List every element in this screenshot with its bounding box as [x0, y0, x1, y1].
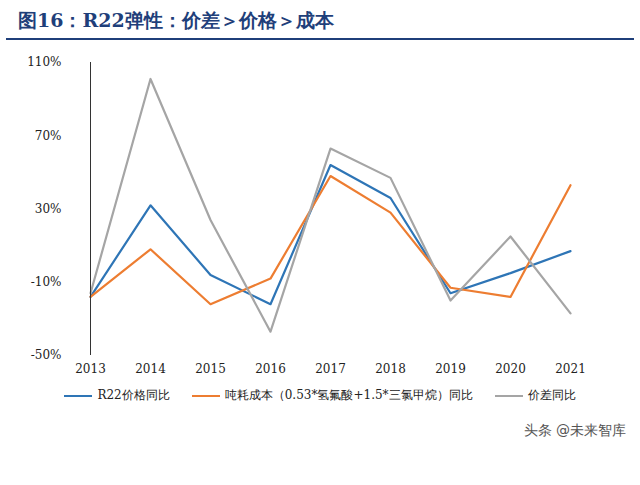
svg-text:-10%: -10%	[31, 275, 62, 289]
svg-text:2013: 2013	[75, 362, 106, 376]
svg-text:2019: 2019	[435, 362, 466, 376]
html-text:价差同比: 价差同比	[527, 388, 576, 402]
svg-text:-50%: -50%	[31, 348, 62, 362]
svg-text:2016: 2016	[255, 362, 286, 376]
svg-text:30%: 30%	[35, 202, 62, 216]
html-text:头条 @未来智库: 头条 @未来智库	[523, 422, 626, 438]
svg-text:2014: 2014	[135, 362, 166, 376]
svg-text:2021: 2021	[555, 362, 586, 376]
html-text:吨耗成本（0.53*氢氟酸+1.5*三氯甲烷）同比: 吨耗成本（0.53*氢氟酸+1.5*三氯甲烷）同比	[224, 388, 473, 402]
svg-text:2017: 2017	[315, 362, 346, 376]
svg-text:2020: 2020	[495, 362, 526, 376]
html-text:图16：R22弹性：价差＞价格＞成本: 图16：R22弹性：价差＞价格＞成本	[18, 9, 334, 31]
svg-text:2018: 2018	[375, 362, 406, 376]
svg-text:70%: 70%	[35, 129, 62, 143]
svg-text:2015: 2015	[195, 362, 226, 376]
html-text:R22价格同比: R22价格同比	[97, 388, 170, 402]
svg-text:110%: 110%	[27, 55, 61, 69]
